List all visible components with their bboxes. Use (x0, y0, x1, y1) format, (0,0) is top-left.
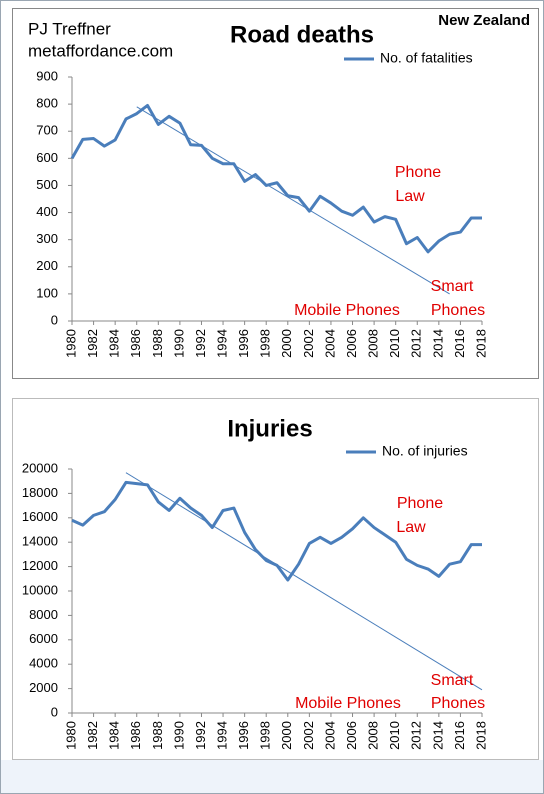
annotation: Law (396, 519, 426, 536)
y-tick-label: 0 (51, 312, 58, 327)
x-tick-label: 1980 (63, 721, 78, 750)
x-tick-label: 2004 (322, 329, 337, 358)
region: New Zealand (438, 12, 530, 29)
author: PJ Treffner (28, 19, 111, 38)
y-tick-label: 300 (36, 231, 58, 246)
panel (12, 8, 539, 379)
x-tick-label: 1998 (258, 329, 273, 358)
x-tick-label: 1996 (236, 329, 251, 358)
background-strip (0, 760, 544, 794)
y-tick-label: 800 (36, 96, 58, 111)
chart-title: Road deaths (230, 21, 374, 48)
legend-label: No. of fatalities (380, 50, 473, 66)
x-tick-label: 2018 (473, 721, 488, 750)
x-tick-label: 2006 (344, 721, 359, 750)
data-line (71, 480, 482, 582)
x-tick-label: 1980 (63, 329, 78, 358)
x-tick-label: 1988 (150, 329, 165, 358)
x-tick-label: 2004 (322, 721, 337, 750)
x-tick-label: 1990 (171, 721, 186, 750)
annotation: Law (395, 188, 425, 205)
x-tick-label: 2012 (409, 721, 424, 750)
y-tick-label: 16000 (22, 509, 58, 524)
x-tick-label: 1994 (214, 329, 229, 358)
y-tick-label: 10000 (22, 582, 58, 597)
annotation: Mobile Phones (295, 695, 401, 712)
x-tick-label: 2014 (430, 721, 445, 750)
x-tick-label: 2002 (301, 721, 316, 750)
x-tick-label: 2008 (366, 329, 381, 358)
data-line (70, 103, 482, 254)
y-tick-label: 18000 (22, 485, 58, 500)
x-tick-label: 2000 (279, 721, 294, 750)
annotation: Phones (431, 695, 485, 712)
x-tick-label: 2016 (452, 721, 467, 750)
x-tick-label: 2000 (279, 329, 294, 358)
y-tick-label: 700 (36, 123, 58, 138)
x-tick-label: 1990 (171, 329, 186, 358)
y-tick-label: 900 (36, 68, 58, 83)
x-tick-label: 1984 (107, 721, 122, 750)
chart-title: Injuries (227, 415, 312, 442)
annotation: Phone (397, 495, 443, 512)
site: metaffordance.com (28, 41, 173, 60)
y-tick-label: 8000 (29, 607, 58, 622)
x-tick-label: 2006 (344, 329, 359, 358)
x-tick-label: 2014 (430, 329, 445, 358)
annotation: Phones (431, 302, 485, 319)
y-tick-label: 4000 (29, 656, 58, 671)
y-tick-label: 0 (51, 704, 58, 719)
y-tick-label: 12000 (22, 558, 58, 573)
x-tick-label: 1994 (214, 721, 229, 750)
x-tick-label: 2010 (387, 721, 402, 750)
x-tick-label: 2012 (409, 329, 424, 358)
x-tick-label: 1982 (85, 721, 100, 750)
y-tick-label: 100 (36, 285, 58, 300)
x-tick-label: 2016 (452, 329, 467, 358)
x-tick-label: 1992 (193, 721, 208, 750)
x-tick-label: 2010 (387, 329, 402, 358)
y-tick-label: 200 (36, 258, 58, 273)
y-tick-label: 400 (36, 204, 58, 219)
y-tick-label: 600 (36, 150, 58, 165)
annotation: Smart (431, 672, 474, 689)
y-tick-label: 14000 (22, 534, 58, 549)
x-tick-label: 1982 (85, 329, 100, 358)
x-tick-label: 1986 (128, 329, 143, 358)
x-tick-label: 1986 (128, 721, 143, 750)
annotation: Mobile Phones (294, 302, 400, 319)
x-tick-label: 2018 (473, 329, 488, 358)
panel (12, 398, 539, 760)
trend-line (125, 472, 483, 691)
x-tick-label: 1988 (150, 721, 165, 750)
y-tick-label: 6000 (29, 631, 58, 646)
x-tick-label: 2008 (366, 721, 381, 750)
annotation: Phone (395, 164, 441, 181)
x-tick-label: 1992 (193, 329, 208, 358)
y-tick-label: 2000 (29, 680, 58, 695)
x-tick-label: 1996 (236, 721, 251, 750)
legend-label: No. of injuries (382, 443, 468, 459)
x-tick-label: 1998 (258, 721, 273, 750)
annotation: Smart (431, 278, 474, 295)
y-tick-label: 20000 (22, 460, 58, 475)
x-tick-label: 2002 (301, 329, 316, 358)
y-tick-label: 500 (36, 177, 58, 192)
x-tick-label: 1984 (107, 329, 122, 358)
